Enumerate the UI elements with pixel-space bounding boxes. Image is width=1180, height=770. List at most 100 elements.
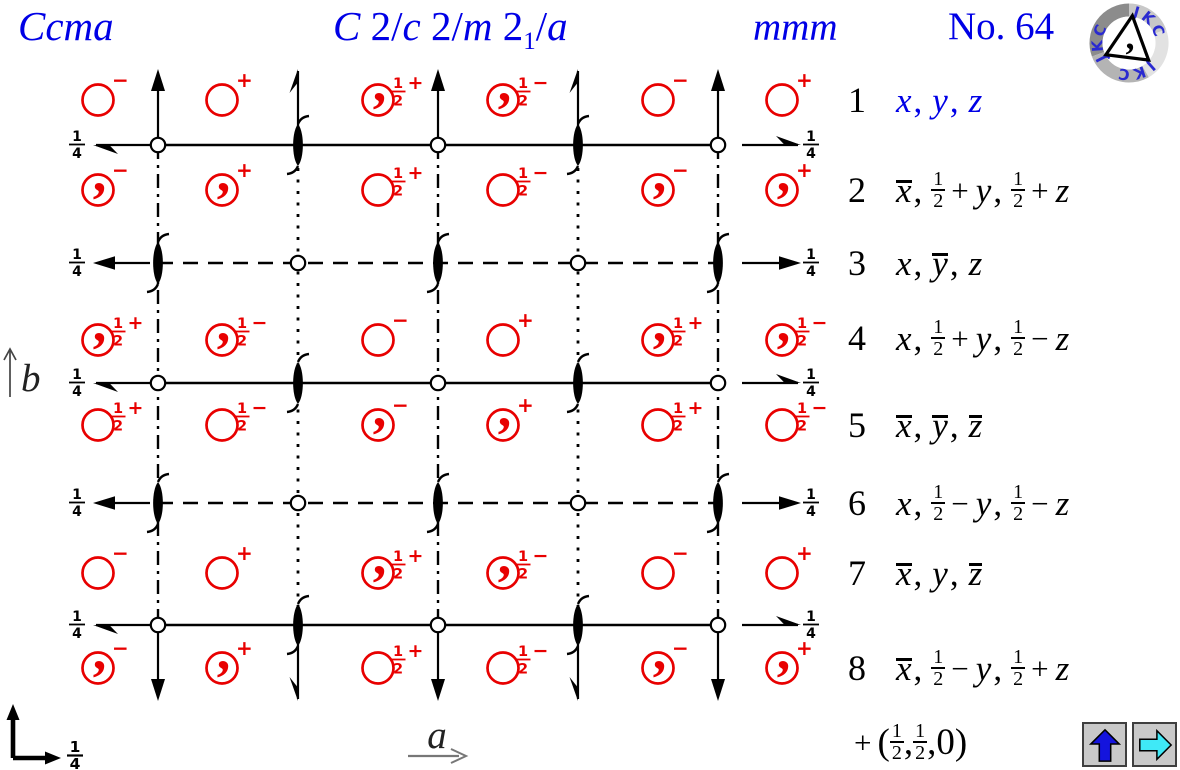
two-fold-screw-axis-symbol: [426, 232, 450, 294]
enantiomorph-position-circle: , 1 2 +: [81, 293, 143, 357]
enantiomorph-position-circle: , +: [765, 621, 813, 685]
comma-glyph: ,: [217, 621, 231, 681]
a-axis-label: a: [427, 714, 447, 757]
enantiomorph-position-circle: , −: [641, 143, 689, 207]
inversion-center-symbol: [709, 374, 727, 392]
next-arrow-button[interactable]: [1132, 722, 1177, 767]
symbol-token: m: [462, 3, 493, 49]
general-position-circle: −: [361, 308, 409, 357]
op-coordinates: x,y,z: [896, 243, 983, 283]
two-fold-axis-arrow: [93, 496, 115, 510]
svg-text:1: 1: [806, 129, 816, 145]
symmetry-op-row: 5 x,y,z: [848, 402, 983, 448]
svg-text:2: 2: [518, 567, 528, 583]
next-arrow-icon: [1138, 728, 1172, 761]
centering-translation-note: +(1 2, 1 2,0): [854, 719, 968, 764]
svg-text:4: 4: [72, 504, 82, 520]
space-group-number: No. 64: [948, 5, 1055, 48]
svg-text:+: +: [796, 68, 813, 92]
axis-node-symbols: [146, 114, 730, 656]
svg-text:2: 2: [518, 94, 528, 110]
jkc-logo: JKC JKC JKC ,: [1088, 3, 1169, 84]
inversion-center-symbol: [429, 136, 447, 154]
comma-glyph: ,: [93, 621, 107, 681]
svg-text:+: +: [796, 158, 813, 182]
svg-text:−: −: [533, 545, 549, 567]
svg-text:4: 4: [72, 146, 82, 162]
quarter-height-label: 14: [803, 367, 819, 400]
svg-text:1: 1: [518, 166, 528, 182]
general-position-circle: +: [765, 541, 813, 590]
quarter-height-label: 14: [69, 487, 85, 520]
quarter-height-label: 14: [803, 247, 819, 280]
symmetry-op-row: 6 x, 1 2− y, 1 2− z: [848, 480, 1070, 526]
svg-text:2: 2: [518, 184, 528, 200]
general-position-symbols: − +, 12+, 12− − +, −, +12+ 12−, −, +, 12+, 12− − +, 12+…: [81, 53, 827, 685]
two-fold-axis-arrow: [711, 69, 725, 91]
enantiomorph-position-circle: , −: [641, 621, 689, 685]
svg-text:2: 2: [113, 334, 123, 350]
enantiomorph-position-circle: , 1 2−: [765, 293, 827, 357]
svg-text:+: +: [408, 72, 424, 94]
quarter-height-label: 14: [69, 247, 85, 280]
svg-text:4: 4: [70, 755, 81, 770]
comma-glyph: ,: [217, 293, 231, 353]
op-coordinates: x, 1 2 + y, 1 2− z: [896, 315, 1070, 360]
inversion-center-symbol: [289, 254, 307, 272]
svg-text:2: 2: [393, 184, 403, 200]
screw-axis-half-arrow: [93, 383, 118, 392]
two-fold-screw-axis-symbol: [286, 352, 310, 414]
svg-text:−: −: [112, 541, 129, 565]
inversion-center-symbol: [709, 136, 727, 154]
enantiomorph-position-circle: , −: [81, 621, 129, 685]
svg-text:−: −: [672, 68, 689, 92]
svg-text:+: +: [236, 636, 253, 660]
screw-axis-half-arrow: [289, 69, 298, 93]
comma-glyph: ,: [217, 143, 231, 203]
symbol-token: C: [333, 3, 361, 49]
svg-text:−: −: [112, 636, 129, 660]
symbol-token: c: [402, 3, 421, 49]
enantiomorph-position-circle: , 1 2 +: [361, 53, 424, 117]
general-position-circle: 1 2 +: [641, 397, 704, 442]
symmetry-op-row: 7 x,y,z: [848, 550, 983, 596]
svg-text:1: 1: [72, 247, 82, 263]
svg-text:+: +: [688, 397, 704, 419]
svg-text:4: 4: [806, 146, 816, 162]
two-fold-screw-axis-symbol: [286, 594, 310, 656]
two-fold-axis-arrow: [151, 69, 165, 91]
short-hermann-mauguin-symbol: Ccma: [18, 3, 114, 49]
enantiomorph-position-circle: , +: [486, 378, 534, 442]
symmetry-op-row: 2 x, 1 2 + y, 1 2 + z: [848, 167, 1070, 213]
svg-text:−: −: [392, 393, 409, 417]
comma-glyph: ,: [498, 526, 512, 586]
op-number: 3: [848, 243, 866, 283]
svg-text:4: 4: [806, 384, 816, 400]
op-coordinates: x, 1 2− y, 1 2 + z: [895, 645, 1070, 690]
comma-glyph: ,: [93, 143, 107, 203]
svg-text:+: +: [796, 541, 813, 565]
svg-text:2: 2: [393, 662, 403, 678]
svg-text:2: 2: [393, 94, 403, 110]
comma-glyph: ,: [777, 143, 791, 203]
up-arrow-icon: [1088, 728, 1121, 762]
svg-text:+: +: [236, 158, 253, 182]
svg-text:1: 1: [806, 367, 816, 383]
svg-text:2: 2: [797, 419, 807, 435]
svg-text:1: 1: [518, 549, 528, 565]
screw-axis-half-arrow: [569, 69, 578, 93]
svg-text:2: 2: [393, 567, 403, 583]
svg-text:1: 1: [518, 644, 528, 660]
two-fold-screw-axis-symbol: [566, 594, 590, 656]
general-position-circle: −: [641, 541, 689, 590]
svg-text:+: +: [236, 541, 253, 565]
up-arrow-button[interactable]: [1082, 722, 1127, 767]
svg-text:1: 1: [237, 316, 247, 332]
b-axis-indicator: b: [3, 347, 41, 400]
quarter-height-label: 14: [803, 129, 819, 162]
svg-text:4: 4: [806, 264, 816, 280]
svg-text:−: −: [533, 72, 549, 94]
general-position-circle: 1 2−: [486, 640, 548, 685]
general-position-circle: +: [486, 308, 534, 357]
